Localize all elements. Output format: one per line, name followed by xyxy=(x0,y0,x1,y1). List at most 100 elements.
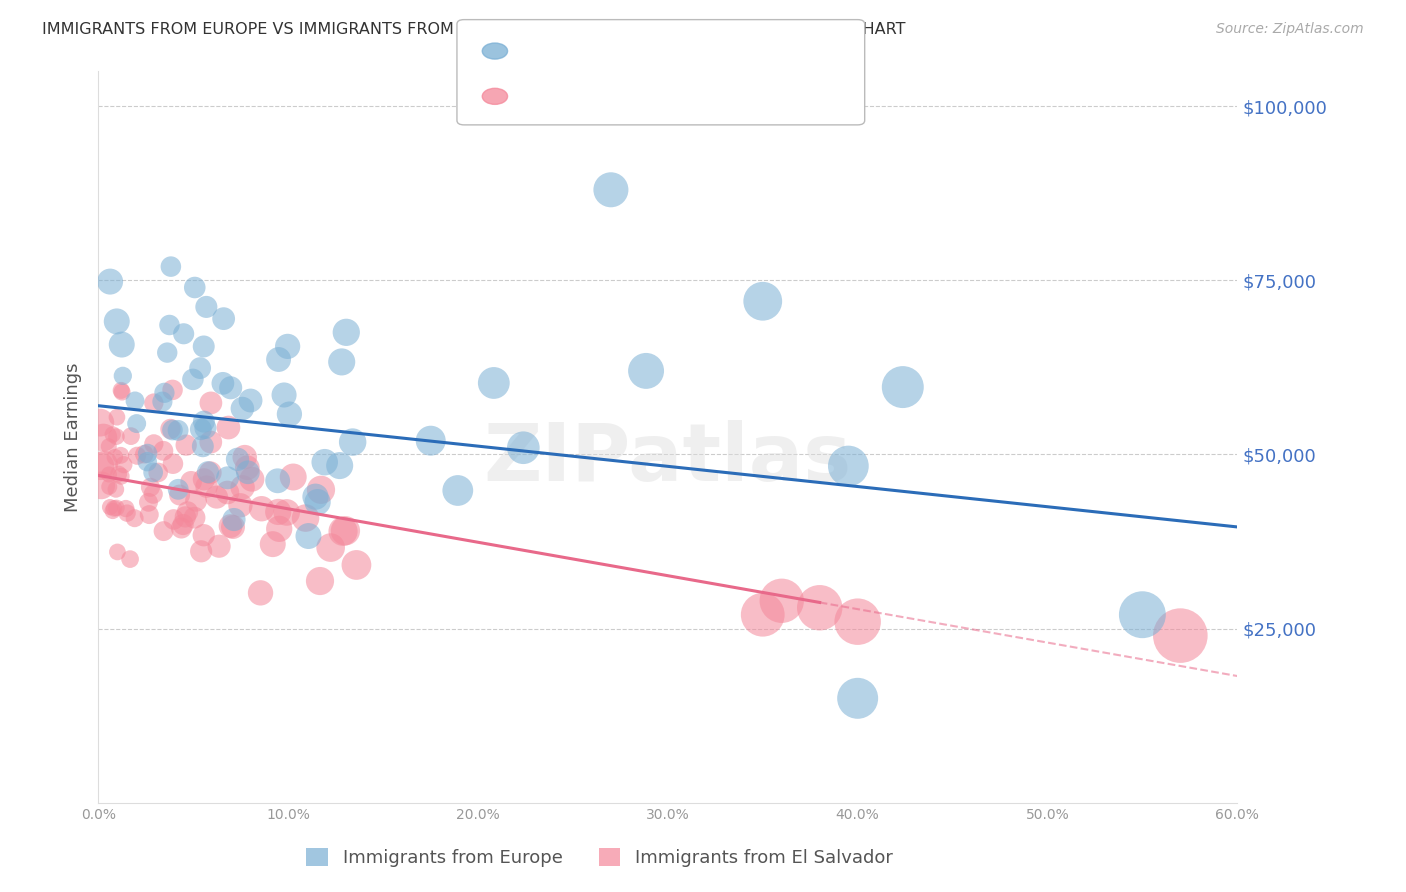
Point xyxy=(205,490,228,504)
Point xyxy=(200,396,222,410)
Point xyxy=(136,446,159,460)
Point xyxy=(232,480,254,494)
Point xyxy=(142,466,165,480)
Point xyxy=(262,537,284,551)
Point xyxy=(115,506,138,520)
Point xyxy=(266,474,288,488)
Point xyxy=(846,615,869,629)
Point xyxy=(447,483,470,498)
Point xyxy=(190,544,212,558)
Point xyxy=(217,471,239,485)
Point xyxy=(93,458,115,472)
Point xyxy=(110,384,132,398)
Point xyxy=(159,422,181,436)
Point xyxy=(307,495,329,509)
Point xyxy=(104,483,127,497)
Point xyxy=(219,381,242,395)
Point xyxy=(273,388,295,402)
Point xyxy=(1170,629,1192,643)
Point xyxy=(482,376,505,390)
Point xyxy=(276,505,298,519)
Point xyxy=(174,438,197,452)
Point xyxy=(172,517,194,532)
Point xyxy=(1132,607,1154,622)
Point xyxy=(335,524,357,538)
Point xyxy=(219,519,242,533)
Point xyxy=(98,467,121,482)
Point xyxy=(167,423,190,437)
Point xyxy=(169,488,191,502)
Point xyxy=(309,574,332,588)
Point xyxy=(283,470,305,484)
Point xyxy=(212,376,235,391)
Point xyxy=(193,339,215,353)
Point xyxy=(105,314,128,328)
Point xyxy=(105,429,128,443)
Point xyxy=(89,416,111,430)
Point xyxy=(107,545,129,559)
Point xyxy=(156,345,179,359)
Point xyxy=(142,487,165,501)
Point xyxy=(111,337,134,351)
Point xyxy=(319,541,342,555)
Point xyxy=(314,455,336,469)
Point xyxy=(277,339,299,353)
Point xyxy=(181,372,204,386)
Point xyxy=(138,495,160,509)
Point xyxy=(142,437,165,451)
Point xyxy=(112,458,135,472)
Point xyxy=(304,490,326,504)
Point xyxy=(93,431,115,445)
Point xyxy=(124,393,146,408)
Point xyxy=(139,480,162,494)
Point xyxy=(212,311,235,326)
Point xyxy=(891,380,914,394)
Point xyxy=(240,472,263,486)
Point xyxy=(267,352,290,367)
Point xyxy=(752,294,775,309)
Point xyxy=(226,452,249,467)
Point xyxy=(125,417,148,431)
Point xyxy=(190,422,212,436)
Point xyxy=(101,427,124,442)
Point xyxy=(752,607,775,622)
Legend: Immigrants from Europe, Immigrants from El Salvador: Immigrants from Europe, Immigrants from … xyxy=(299,840,900,874)
Point xyxy=(346,558,368,572)
Point xyxy=(110,469,132,483)
Text: -0.530: -0.530 xyxy=(562,87,621,105)
Point xyxy=(183,510,205,524)
Point xyxy=(184,280,207,294)
Point xyxy=(162,383,184,397)
Point xyxy=(127,449,149,463)
Point xyxy=(278,407,301,421)
Point xyxy=(97,439,120,453)
Point xyxy=(250,501,273,516)
Point xyxy=(808,600,831,615)
Point xyxy=(152,443,174,458)
Point xyxy=(124,511,146,525)
Point xyxy=(173,326,195,341)
Point xyxy=(269,522,291,536)
Point xyxy=(136,455,159,469)
Point xyxy=(90,478,112,492)
Point xyxy=(111,384,134,399)
Point xyxy=(111,368,134,383)
Text: Source: ZipAtlas.com: Source: ZipAtlas.com xyxy=(1216,22,1364,37)
Point xyxy=(200,435,222,450)
Point xyxy=(342,435,364,450)
Point xyxy=(236,465,259,479)
Point xyxy=(195,479,218,493)
Point xyxy=(249,586,271,600)
Point xyxy=(837,458,859,473)
Point xyxy=(184,493,207,508)
Point xyxy=(152,524,174,538)
Point xyxy=(120,429,142,443)
Point xyxy=(89,459,111,474)
Point xyxy=(297,529,319,543)
Point xyxy=(330,355,353,369)
Point xyxy=(191,439,214,453)
Point xyxy=(142,396,165,410)
Point xyxy=(174,509,197,524)
Text: IMMIGRANTS FROM EUROPE VS IMMIGRANTS FROM EL SALVADOR MEDIAN EARNINGS CORRELATIO: IMMIGRANTS FROM EUROPE VS IMMIGRANTS FRO… xyxy=(42,22,905,37)
Point xyxy=(600,183,623,197)
